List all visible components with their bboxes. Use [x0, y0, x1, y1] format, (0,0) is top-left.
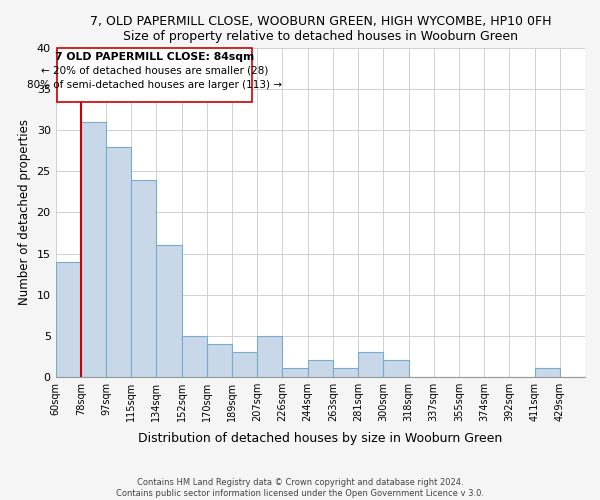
Bar: [308, 360, 333, 376]
Bar: [333, 368, 358, 376]
Bar: [131, 180, 157, 376]
X-axis label: Distribution of detached houses by size in Wooburn Green: Distribution of detached houses by size …: [138, 432, 502, 445]
Bar: [535, 368, 560, 376]
Text: Contains HM Land Registry data © Crown copyright and database right 2024.
Contai: Contains HM Land Registry data © Crown c…: [116, 478, 484, 498]
Bar: [383, 360, 409, 376]
Bar: [56, 262, 81, 376]
Bar: [358, 352, 383, 376]
Bar: [157, 246, 182, 376]
FancyBboxPatch shape: [57, 48, 252, 102]
Title: 7, OLD PAPERMILL CLOSE, WOOBURN GREEN, HIGH WYCOMBE, HP10 0FH
Size of property r: 7, OLD PAPERMILL CLOSE, WOOBURN GREEN, H…: [89, 15, 551, 43]
Text: 7 OLD PAPERMILL CLOSE: 84sqm: 7 OLD PAPERMILL CLOSE: 84sqm: [55, 52, 254, 62]
Bar: [257, 336, 283, 376]
Bar: [207, 344, 232, 376]
Bar: [232, 352, 257, 376]
Text: ← 20% of detached houses are smaller (28): ← 20% of detached houses are smaller (28…: [41, 66, 268, 76]
Y-axis label: Number of detached properties: Number of detached properties: [18, 120, 31, 306]
Bar: [106, 147, 131, 376]
Text: 80% of semi-detached houses are larger (113) →: 80% of semi-detached houses are larger (…: [27, 80, 282, 90]
Bar: [81, 122, 106, 376]
Bar: [283, 368, 308, 376]
Bar: [182, 336, 207, 376]
